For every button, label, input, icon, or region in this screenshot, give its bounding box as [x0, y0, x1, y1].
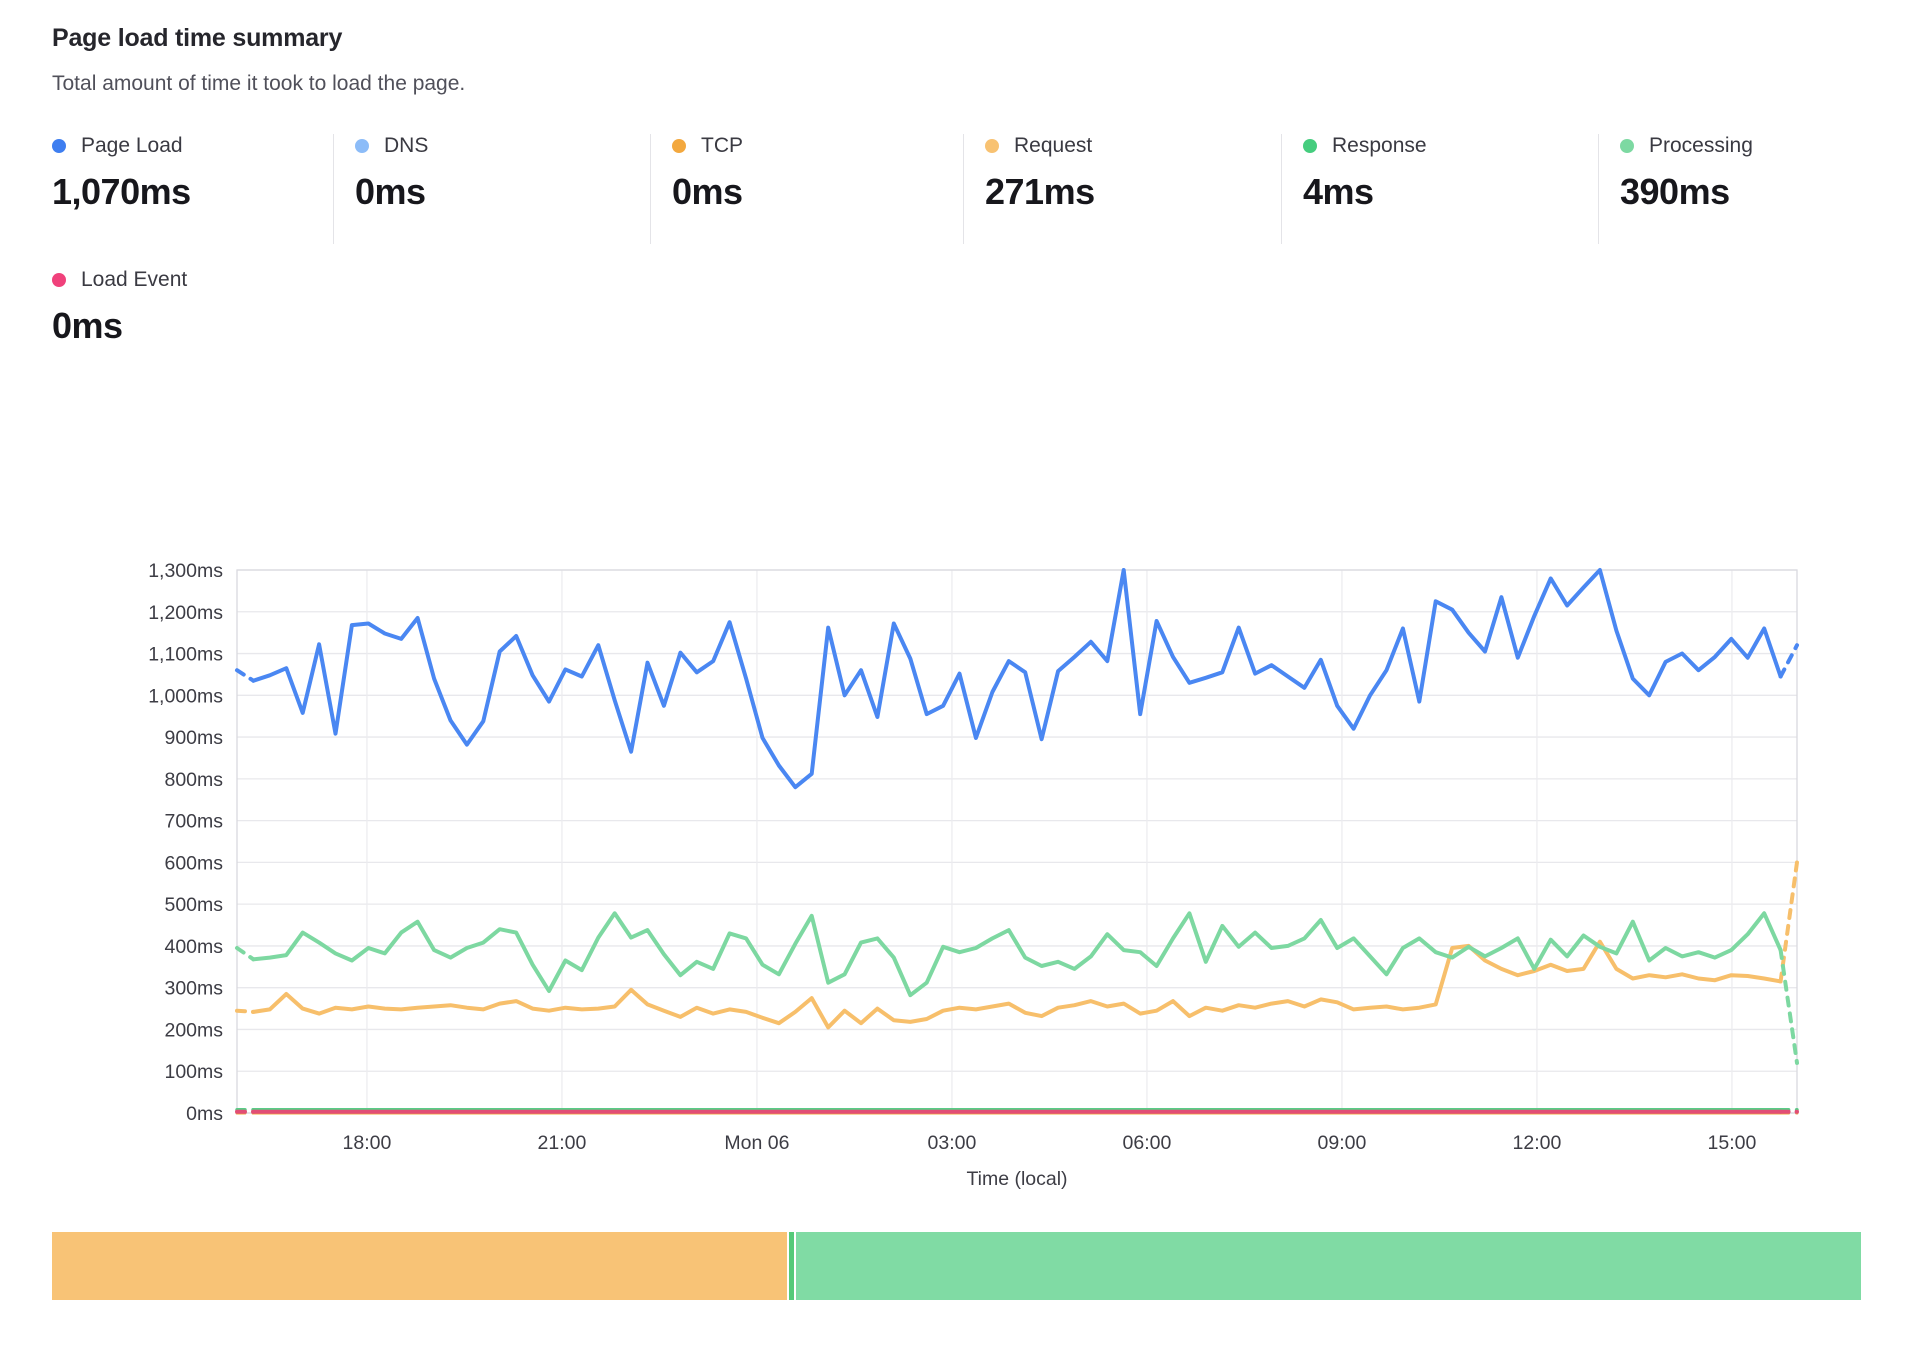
- page-load-time-chart[interactable]: 0ms 100ms 200ms 300ms 400ms 500ms 600ms 700ms 80…: [0, 540, 1910, 1220]
- y-tick-label: 0ms: [186, 1103, 223, 1125]
- metric-request[interactable]: Request 271ms: [963, 134, 1281, 244]
- series-line-page-load[interactable]: [251, 568, 1783, 790]
- y-tick-label: 400ms: [164, 936, 223, 958]
- x-tick-label: 18:00: [343, 1132, 392, 1154]
- series-line-request[interactable]: [251, 939, 1783, 1030]
- metric-tcp[interactable]: TCP 0ms: [650, 134, 963, 244]
- y-tick-label: 500ms: [164, 894, 223, 916]
- metric-label-text: DNS: [384, 134, 429, 157]
- metric-label-text: Page Load: [81, 134, 183, 157]
- y-tick-label: 700ms: [164, 811, 223, 833]
- metric-label: Page Load: [52, 134, 333, 158]
- metric-page-load[interactable]: Page Load 1,070ms: [52, 134, 333, 244]
- y-tick-label: 300ms: [164, 978, 223, 1000]
- series-line-request[interactable]: [235, 1008, 256, 1014]
- metric-dns[interactable]: DNS 0ms: [333, 134, 650, 244]
- request-dot: [985, 139, 999, 153]
- response-dot: [1303, 139, 1317, 153]
- plot-frame: [236, 569, 1798, 1114]
- series-line-processing[interactable]: [1778, 948, 1799, 1065]
- tcp-dot: [672, 139, 686, 153]
- metric-label-text: TCP: [701, 134, 743, 157]
- x-tick-label: 12:00: [1513, 1132, 1562, 1154]
- y-tick-label: 100ms: [164, 1061, 223, 1083]
- series-line-processing[interactable]: [235, 946, 256, 962]
- metric-load-event[interactable]: Load Event 0ms: [52, 268, 187, 378]
- series-line-page-load[interactable]: [1778, 643, 1799, 679]
- metric-label-text: Request: [1014, 134, 1093, 157]
- y-tick-label: 1,100ms: [148, 644, 223, 666]
- x-tick-label: 09:00: [1318, 1132, 1367, 1154]
- y-tick-label: 1,000ms: [148, 685, 223, 707]
- x-tick-label: Mon 06: [724, 1132, 789, 1154]
- metric-value: 390ms: [1620, 171, 1730, 212]
- load-event-dot: [52, 273, 66, 287]
- metric-value: 0ms: [355, 171, 426, 212]
- x-tick-label: 06:00: [1123, 1132, 1172, 1154]
- metric-label-text: Processing: [1649, 134, 1753, 157]
- metric-processing[interactable]: Processing 390ms: [1598, 134, 1908, 244]
- x-axis-title: Time (local): [966, 1168, 1067, 1190]
- metric-label: Response: [1303, 134, 1598, 158]
- duration-breakdown-bar: [52, 1232, 1861, 1300]
- x-tick-label: 15:00: [1708, 1132, 1757, 1154]
- page-subtitle: Total amount of time it took to load the…: [52, 72, 466, 95]
- y-tick-label: 900ms: [164, 727, 223, 749]
- bar-segment-processing: [796, 1232, 1861, 1300]
- chart-canvas[interactable]: 0ms 100ms 200ms 300ms 400ms 500ms 600ms 700ms 80…: [0, 540, 1910, 1220]
- series-line-processing[interactable]: [251, 911, 1783, 998]
- y-tick-label: 1,300ms: [148, 560, 223, 582]
- metric-label-text: Response: [1332, 134, 1427, 157]
- legend-metrics-row: Page Load 1,070ms DNS 0ms TCP 0ms Reques…: [52, 134, 1908, 244]
- page-title: Page load time summary: [52, 24, 343, 52]
- dns-dot: [355, 139, 369, 153]
- metric-label: Load Event: [52, 268, 187, 292]
- metric-value: 0ms: [52, 305, 123, 346]
- metric-label: Request: [985, 134, 1281, 158]
- bar-segment-response: [788, 1232, 795, 1300]
- x-tick-label: 03:00: [928, 1132, 977, 1154]
- series-line-request[interactable]: [1778, 860, 1799, 984]
- metric-response[interactable]: Response 4ms: [1281, 134, 1598, 244]
- metric-value: 0ms: [672, 171, 743, 212]
- x-tick-label: 21:00: [538, 1132, 587, 1154]
- bar-segment-request: [52, 1232, 787, 1300]
- y-tick-label: 800ms: [164, 769, 223, 791]
- page-load-dot: [52, 139, 66, 153]
- y-tick-label: 1,200ms: [148, 602, 223, 624]
- metric-label: DNS: [355, 134, 650, 158]
- legend-metrics-row-2: Load Event 0ms: [52, 268, 187, 378]
- metric-value: 1,070ms: [52, 171, 191, 212]
- metric-value: 4ms: [1303, 171, 1374, 212]
- series-line-page-load[interactable]: [235, 668, 256, 683]
- metric-label-text: Load Event: [81, 268, 188, 291]
- processing-dot: [1620, 139, 1634, 153]
- metric-label: TCP: [672, 134, 963, 158]
- y-tick-label: 200ms: [164, 1019, 223, 1041]
- metric-label: Processing: [1620, 134, 1908, 158]
- metric-value: 271ms: [985, 171, 1095, 212]
- y-tick-label: 600ms: [164, 852, 223, 874]
